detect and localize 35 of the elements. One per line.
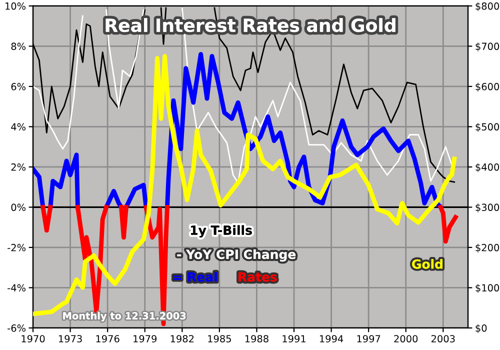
y2-tick-label: $200 [476,244,500,253]
y-tick-label: 4% [11,123,26,131]
y2-tick-label: $300 [476,204,500,212]
y-tick-label: -6% [8,324,26,332]
y-tick-label: -2% [8,244,26,252]
x-tick-label: 1997 [357,335,380,342]
y2-tick-label: $500 [476,123,500,132]
y-tick-label: 6% [11,82,26,90]
y-tick-label: 10% [6,2,26,10]
y2-tick-label: $600 [476,82,500,92]
x-tick-label: 1991 [282,335,306,342]
x-tick-label: 1982 [170,335,194,342]
x-tick-label: 1979 [134,335,157,342]
y2-tick-label: $700 [476,42,500,52]
x-tick-label: 1976 [96,335,120,342]
x-tick-label: 2003 [431,335,455,342]
y-tick-label: 0% [11,204,26,212]
text: 1y T-Bills [191,225,252,238]
y2-tick-label: $400 [476,163,500,172]
x-tick-label: 2000 [394,335,418,342]
text: Gold [412,259,442,269]
y-tick-label: 2% [11,163,26,171]
y2-tick-label: $100 [476,284,500,293]
text: = Real [174,272,217,282]
y2-tick-label: $800 [476,2,500,12]
text: Rates [238,272,277,282]
x-tick-label: 1988 [245,335,268,342]
y2-tick-label: $0 [476,324,487,334]
x-tick-label: 1973 [58,335,82,342]
y-tick-label: -4% [8,284,26,292]
x-tick-label: 1994 [320,335,344,342]
y-tick-label: 8% [11,42,26,50]
text: - YoY CPI Change [177,249,296,262]
x-tick-label: 1985 [208,335,231,342]
x-tick-label: 1970 [22,335,45,342]
